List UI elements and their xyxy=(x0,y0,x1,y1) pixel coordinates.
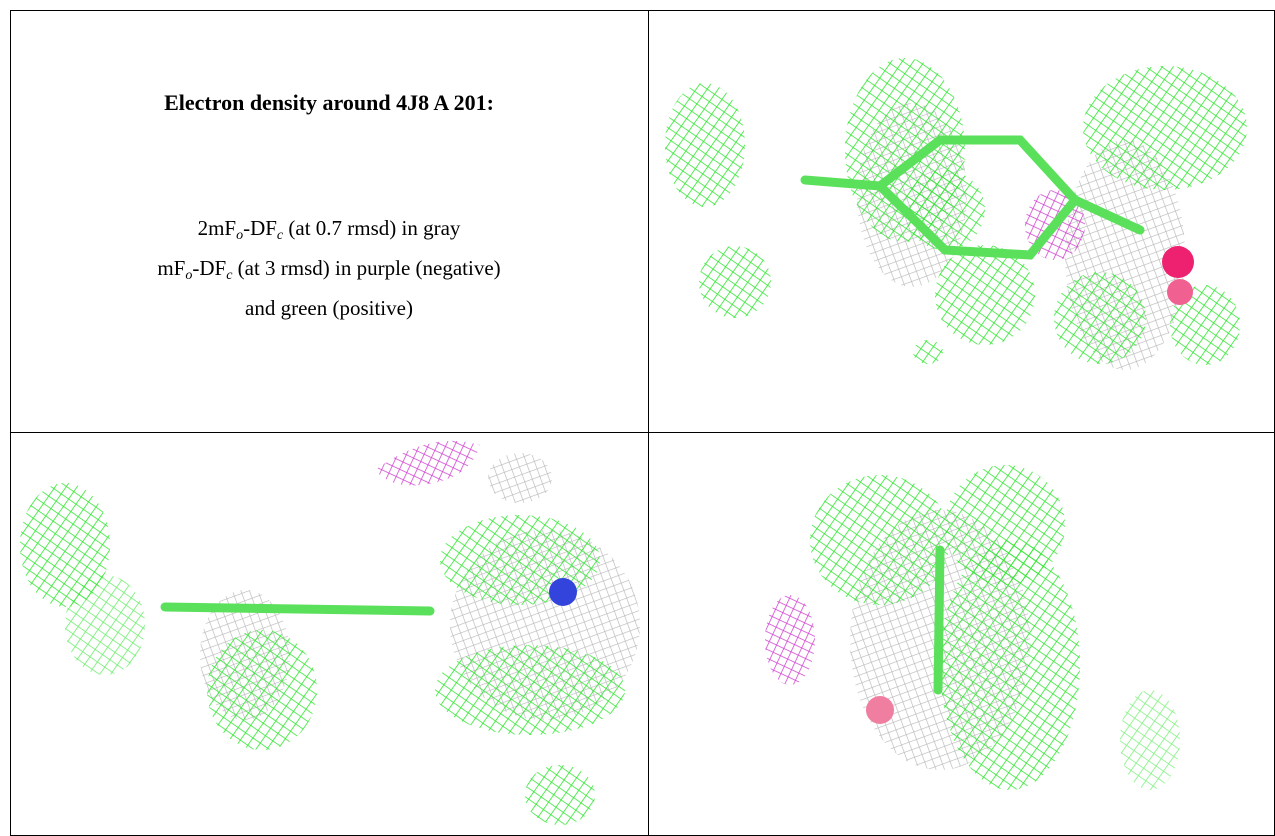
text: -DF xyxy=(243,216,277,240)
green-mesh xyxy=(525,765,595,825)
ligand-sticks xyxy=(800,135,1145,260)
view-bottom-left xyxy=(20,440,640,825)
subscript: o xyxy=(236,228,244,243)
caption-line: and green (positive) xyxy=(10,292,648,324)
green-mesh xyxy=(1054,272,1146,364)
view-top-right xyxy=(665,58,1247,370)
green-mesh xyxy=(1120,690,1180,790)
green-mesh xyxy=(65,575,145,675)
gray-mesh xyxy=(488,453,552,503)
caption-lines: 2mFo-DFc (at 0.7 rmsd) in gray mFo-DFc (… xyxy=(10,212,648,324)
green-mesh xyxy=(207,630,317,750)
ligand-sticks xyxy=(933,545,945,695)
subscript: c xyxy=(276,228,284,243)
green-mesh xyxy=(913,340,943,364)
purple-mesh xyxy=(765,595,815,685)
green-mesh xyxy=(1083,66,1247,190)
oxygen-atom xyxy=(1162,246,1194,278)
green-mesh xyxy=(935,245,1035,345)
text: -DF xyxy=(192,256,227,280)
subscript: c xyxy=(226,268,233,283)
green-mesh xyxy=(699,246,771,318)
oxygen-atom xyxy=(866,696,894,724)
subscript: o xyxy=(185,268,193,283)
text: mF xyxy=(157,256,186,280)
caption-line: 2mFo-DFc (at 0.7 rmsd) in gray xyxy=(10,212,648,252)
green-mesh xyxy=(940,540,1080,790)
text: 2mF xyxy=(197,216,237,240)
ligand-sticks xyxy=(160,602,435,616)
purple-mesh xyxy=(375,440,480,486)
caption-title: Electron density around 4J8 A 201: xyxy=(164,90,494,115)
text: and green (positive) xyxy=(245,296,413,320)
text: (at 3 rmsd) in purple (negative) xyxy=(232,256,501,280)
green-mesh xyxy=(435,645,625,735)
green-mesh xyxy=(905,170,985,250)
green-mesh xyxy=(20,483,110,607)
caption-line: mFo-DFc (at 3 rmsd) in purple (negative) xyxy=(10,252,648,292)
oxygen-atom xyxy=(1167,279,1193,305)
text: (at 0.7 rmsd) in gray xyxy=(283,216,461,240)
caption-cell: Electron density around 4J8 A 201: 2mFo-… xyxy=(10,10,648,432)
green-mesh xyxy=(665,83,745,207)
nitrogen-atom xyxy=(549,578,577,606)
green-mesh xyxy=(810,475,950,605)
green-mesh xyxy=(1170,285,1240,365)
view-bottom-right xyxy=(765,465,1180,790)
